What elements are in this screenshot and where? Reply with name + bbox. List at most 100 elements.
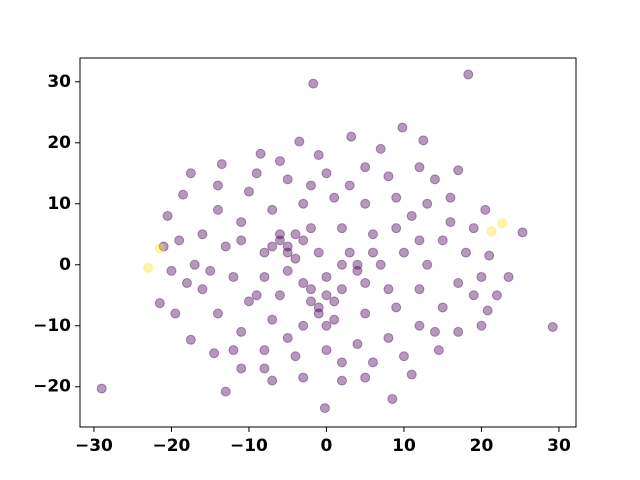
x-tick-label: −10	[230, 436, 268, 456]
point	[290, 253, 301, 264]
point	[418, 135, 429, 146]
point	[174, 235, 185, 246]
point	[463, 69, 474, 80]
point	[414, 162, 425, 173]
point	[429, 326, 440, 337]
point	[185, 334, 196, 345]
point	[243, 186, 254, 197]
point	[259, 363, 270, 374]
point	[414, 235, 425, 246]
point	[298, 235, 309, 246]
point	[360, 278, 371, 289]
point	[212, 180, 223, 191]
y-tick-label: −20	[33, 377, 71, 397]
point	[158, 241, 169, 252]
point	[290, 351, 301, 362]
point	[398, 247, 409, 258]
point	[282, 174, 293, 185]
x-tick-label: −30	[75, 436, 113, 456]
point	[267, 241, 278, 252]
point	[398, 351, 409, 362]
point	[251, 290, 262, 301]
point	[313, 302, 324, 313]
point	[422, 198, 433, 209]
point	[259, 271, 270, 282]
point	[383, 332, 394, 343]
point	[484, 250, 495, 261]
point	[154, 298, 165, 309]
point	[267, 375, 278, 386]
point	[178, 189, 189, 200]
point	[282, 332, 293, 343]
point	[437, 302, 448, 313]
point	[336, 375, 347, 386]
point	[375, 143, 386, 154]
point	[360, 198, 371, 209]
x-tick-label: 30	[547, 436, 571, 456]
point	[282, 265, 293, 276]
point	[166, 265, 177, 276]
point	[517, 227, 528, 238]
point	[294, 136, 305, 147]
point	[547, 321, 558, 332]
point	[212, 308, 223, 319]
point	[336, 259, 347, 270]
point	[468, 290, 479, 301]
point	[383, 284, 394, 295]
point	[346, 131, 357, 142]
y-tick-label: −10	[33, 316, 71, 336]
point	[236, 363, 247, 374]
point	[387, 393, 398, 404]
x-tick-label: 20	[470, 436, 494, 456]
point	[216, 159, 227, 170]
point	[259, 247, 270, 258]
point	[274, 290, 285, 301]
point	[422, 259, 433, 270]
point	[383, 171, 394, 182]
point	[344, 180, 355, 191]
point	[305, 284, 316, 295]
point	[220, 386, 231, 397]
x-tick-label: 10	[392, 436, 416, 456]
point	[181, 278, 192, 289]
point	[274, 229, 285, 240]
point	[236, 326, 247, 337]
point	[406, 210, 417, 221]
point	[236, 217, 247, 228]
point	[162, 210, 173, 221]
point	[313, 308, 324, 319]
point	[282, 247, 293, 258]
point	[321, 168, 332, 179]
point	[308, 78, 319, 89]
point	[433, 345, 444, 356]
point	[367, 247, 378, 258]
point	[212, 204, 223, 215]
point	[497, 218, 508, 229]
point	[143, 262, 154, 273]
point	[329, 192, 340, 203]
point	[298, 198, 309, 209]
point	[414, 284, 425, 295]
point	[352, 259, 363, 270]
point	[375, 259, 386, 270]
point	[321, 271, 332, 282]
point	[360, 308, 371, 319]
point	[429, 174, 440, 185]
point	[453, 326, 464, 337]
point	[367, 229, 378, 240]
point	[453, 165, 464, 176]
point	[274, 156, 285, 167]
point	[185, 168, 196, 179]
point	[267, 204, 278, 215]
point	[305, 223, 316, 234]
point	[336, 357, 347, 368]
x-tick-label: 0	[321, 436, 333, 456]
point	[170, 308, 181, 319]
y-tick-label: 30	[47, 72, 71, 92]
point	[274, 235, 285, 246]
point	[209, 348, 220, 359]
point	[397, 122, 408, 133]
point	[267, 314, 278, 325]
point	[220, 241, 231, 252]
